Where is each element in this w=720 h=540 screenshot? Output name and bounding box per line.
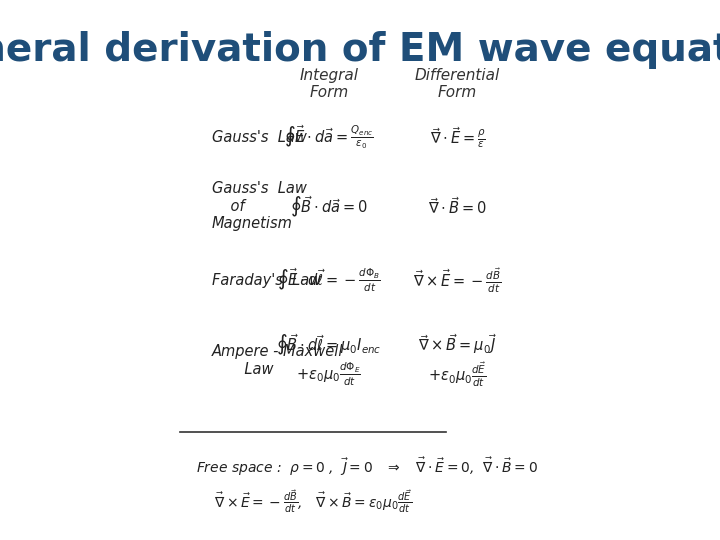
Text: $\oint\vec{E}\cdot d\vec{a} = \frac{Q_{enc}}{\varepsilon_0}$: $\oint\vec{E}\cdot d\vec{a} = \frac{Q_{e… xyxy=(284,124,374,151)
Text: $\vec{\nabla}\times\vec{E} = -\frac{d\vec{B}}{dt}$,   $\vec{\nabla}\times\vec{B}: $\vec{\nabla}\times\vec{E} = -\frac{d\ve… xyxy=(214,488,412,515)
Text: $\oint\vec{B}\cdot d\vec{a} = 0$: $\oint\vec{B}\cdot d\vec{a} = 0$ xyxy=(290,194,368,219)
Text: Faraday's  Law: Faraday's Law xyxy=(212,273,321,288)
Text: $\oint\vec{E}\cdot d\vec{\ell} = -\frac{d\Phi_B}{dt}$: $\oint\vec{E}\cdot d\vec{\ell} = -\frac{… xyxy=(277,267,380,294)
Text: Gauss's  Law: Gauss's Law xyxy=(212,130,307,145)
Text: General derivation of EM wave equation: General derivation of EM wave equation xyxy=(0,31,720,69)
Text: Gauss's  Law
    of
Magnetism: Gauss's Law of Magnetism xyxy=(212,181,307,231)
Text: Ampere - Maxwell
       Law: Ampere - Maxwell Law xyxy=(212,344,343,376)
Text: $\vec{\nabla}\times\vec{E} = -\frac{d\vec{B}}{dt}$: $\vec{\nabla}\times\vec{E} = -\frac{d\ve… xyxy=(413,266,502,295)
Text: Differential
Form: Differential Form xyxy=(415,68,500,100)
Text: $\vec{\nabla}\cdot\vec{B} = 0$: $\vec{\nabla}\cdot\vec{B} = 0$ xyxy=(428,196,487,217)
Text: Free space :  $\rho = 0$ ,  $\vec{J} = 0$   $\Rightarrow$   $\vec{\nabla}\cdot\v: Free space : $\rho = 0$ , $\vec{J} = 0$ … xyxy=(196,455,538,478)
Text: $\vec{\nabla}\times\vec{B} = \mu_0\vec{J}$
$+\varepsilon_0\mu_0\frac{d\vec{E}}{d: $\vec{\nabla}\times\vec{B} = \mu_0\vec{J… xyxy=(418,332,498,389)
Text: Integral
Form: Integral Form xyxy=(300,68,359,100)
Text: $\vec{\nabla}\cdot\vec{E} = \frac{\rho}{\varepsilon}$: $\vec{\nabla}\cdot\vec{E} = \frac{\rho}{… xyxy=(430,125,485,150)
Text: $\oint\vec{B}\cdot d\vec{\ell} = \mu_0 I_{enc}$
$+ \varepsilon_0\mu_0\frac{d\Phi: $\oint\vec{B}\cdot d\vec{\ell} = \mu_0 I… xyxy=(276,333,382,388)
